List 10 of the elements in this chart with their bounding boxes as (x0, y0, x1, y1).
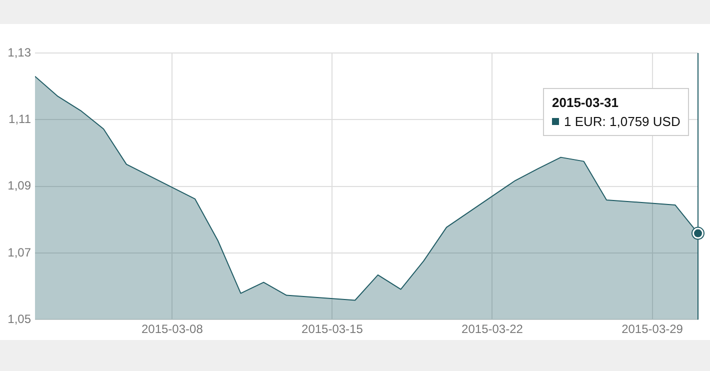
x-tick-label: 2015-03-15 (302, 322, 364, 336)
y-tick-label: 1,13 (8, 45, 32, 60)
x-tick-label: 2015-03-08 (141, 322, 204, 336)
y-tick-label: 1,09 (8, 178, 32, 193)
y-tick-label: 1,05 (8, 312, 32, 326)
x-tick-label: 2015-03-22 (462, 322, 524, 336)
x-tick-label: 2015-03-29 (622, 322, 684, 336)
y-tick-label: 1,07 (8, 245, 32, 260)
annotation: 2015-03-31 1 EUR: 1,0759 USD (552, 95, 680, 129)
y-tick-label: 1,11 (8, 112, 32, 126)
